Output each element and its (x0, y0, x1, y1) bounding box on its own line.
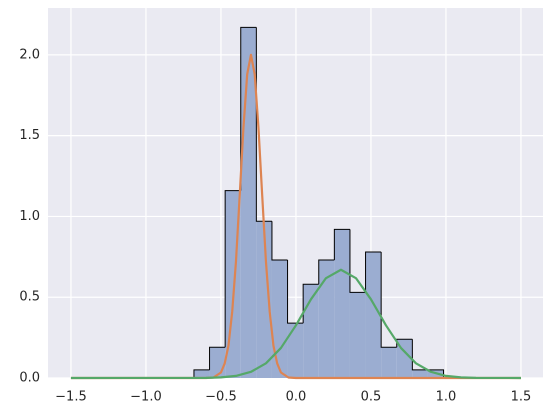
histogram-bar (287, 323, 304, 378)
x-tick-label: −0.5 (205, 390, 237, 405)
histogram-outline (240, 26, 257, 191)
histogram-outline (271, 221, 288, 261)
histogram-outline (193, 369, 210, 378)
histogram-outline (349, 229, 366, 293)
histogram-bar (381, 347, 397, 378)
histogram-bar (193, 369, 210, 378)
histogram-bar (412, 369, 428, 378)
histogram-outline (209, 346, 226, 370)
histogram-bar (318, 260, 335, 378)
density-curve (70, 268, 521, 380)
histogram-outline (302, 283, 319, 324)
histogram-outline (333, 228, 350, 261)
histogram-outline (380, 251, 397, 348)
histogram-bar (256, 221, 272, 378)
histogram-bar (334, 229, 350, 378)
histogram-outline (318, 259, 335, 285)
x-tick-label: 1.5 (511, 390, 532, 405)
histogram-outline (411, 339, 428, 371)
histogram-outline (224, 190, 241, 348)
x-tick-label: −1.5 (55, 390, 87, 405)
histogram-outline (365, 251, 382, 293)
y-tick-label: 1.0 (19, 209, 40, 224)
histogram-bar (209, 347, 226, 378)
y-tick-label: 2.0 (19, 47, 40, 62)
x-tick-label: 0.0 (286, 390, 307, 405)
histogram-outline (396, 338, 413, 348)
y-tick-label: 0.5 (19, 290, 40, 305)
x-tick-label: 0.5 (361, 390, 382, 405)
histogram-bar (365, 251, 382, 378)
y-tick-label: 1.5 (19, 128, 40, 143)
histogram-bar (271, 260, 288, 378)
y-tick-label: 0.0 (19, 371, 40, 386)
histogram-bar (349, 292, 366, 378)
x-tick-label: −1.0 (130, 390, 162, 405)
density-curve (70, 53, 521, 380)
x-tick-label: 1.0 (436, 390, 457, 405)
